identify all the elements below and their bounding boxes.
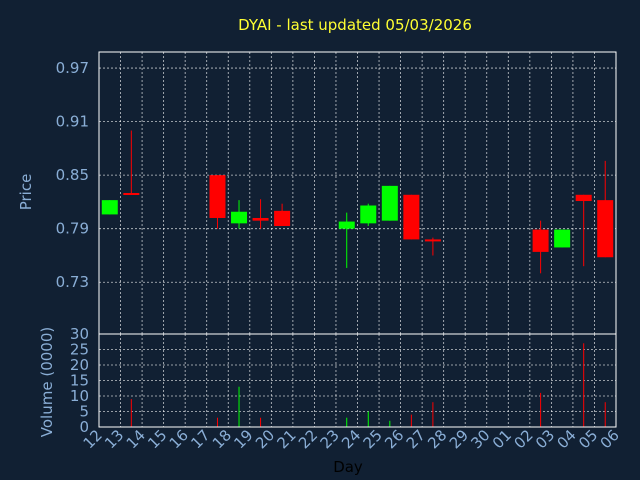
candle-body bbox=[532, 229, 549, 252]
volume-axis-label: Volume (0000) bbox=[38, 327, 56, 437]
grid-layer bbox=[99, 52, 616, 427]
candle-body bbox=[403, 194, 420, 240]
price-tick-label: 0.91 bbox=[56, 113, 89, 131]
volume-tick-label: 10 bbox=[70, 387, 89, 405]
candle-body bbox=[338, 221, 355, 229]
candle-body bbox=[252, 217, 269, 221]
candle-body bbox=[554, 229, 571, 248]
candle-body bbox=[101, 200, 118, 215]
frame-layer bbox=[98, 51, 617, 428]
candle-body bbox=[209, 175, 226, 218]
price-tick-label: 0.73 bbox=[56, 273, 89, 291]
candle-body bbox=[575, 194, 592, 202]
price-tick-label: 0.79 bbox=[56, 220, 89, 238]
volume-tick-label: 25 bbox=[70, 341, 89, 359]
volume-tick-label: 0 bbox=[79, 418, 89, 436]
volume-layer bbox=[130, 343, 606, 427]
x-axis-label: Day bbox=[333, 458, 363, 476]
price-axis-label: Price bbox=[17, 174, 35, 211]
price-tick-label: 0.85 bbox=[56, 166, 89, 184]
candle-body bbox=[231, 211, 248, 224]
volume-tick-label: 30 bbox=[70, 325, 89, 343]
price-tick-label: 0.97 bbox=[56, 59, 89, 77]
candle-body bbox=[274, 210, 291, 227]
volume-panel-frame bbox=[98, 333, 617, 428]
x-tick-label: 06 bbox=[597, 426, 623, 452]
tick-layer: 0.730.790.850.910.9705101520253012131415… bbox=[56, 59, 623, 452]
candle-body bbox=[597, 200, 614, 258]
candle-body bbox=[381, 185, 398, 221]
candle-layer bbox=[101, 130, 614, 274]
volume-tick-label: 20 bbox=[70, 356, 89, 374]
candle-body bbox=[360, 205, 377, 224]
chart-title: DYAI - last updated 05/03/2026 bbox=[238, 16, 472, 34]
volume-tick-label: 5 bbox=[79, 403, 89, 421]
candle-body bbox=[424, 239, 441, 242]
volume-tick-label: 15 bbox=[70, 372, 89, 390]
candle-body bbox=[123, 193, 140, 195]
